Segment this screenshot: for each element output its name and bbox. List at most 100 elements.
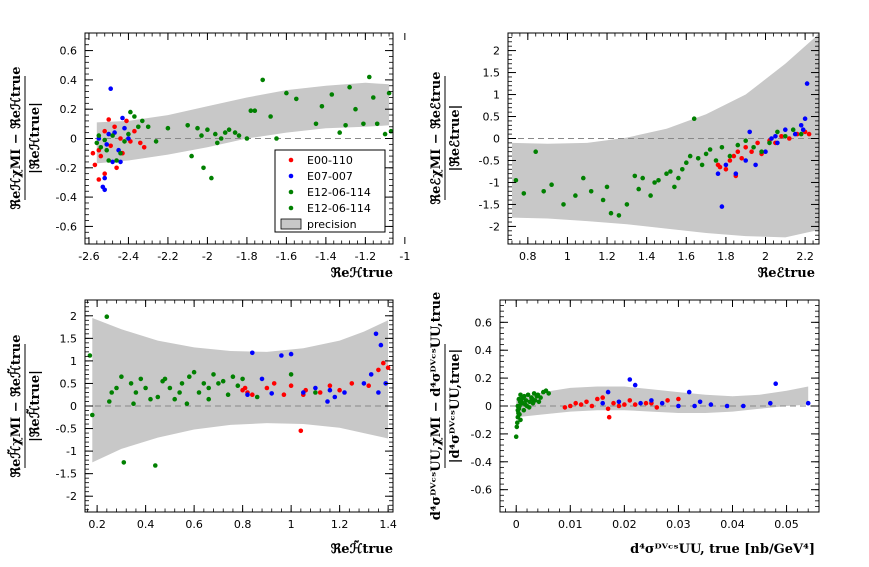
data-point (153, 463, 158, 468)
x-axis-label: d⁴σᴰⱽᶜˢUU, true [nb/GeV⁴] (630, 542, 815, 557)
data-point (110, 159, 115, 165)
precision-band (96, 82, 390, 164)
y-tick-label: 1 (70, 355, 77, 368)
data-point (751, 145, 756, 150)
data-point (741, 403, 746, 409)
data-point (102, 175, 107, 181)
data-point (707, 147, 713, 152)
data-point (250, 350, 255, 356)
x-tick-label: 0.01 (558, 518, 583, 531)
data-point (121, 460, 127, 465)
data-point (199, 133, 204, 138)
data-point (611, 400, 616, 406)
data-point (313, 385, 318, 391)
x-tick-label: -1 (399, 250, 410, 263)
data-point (684, 160, 689, 165)
y-tick-label: -0.4 (56, 191, 77, 204)
data-point (759, 149, 764, 154)
data-point (668, 169, 673, 174)
data-point (244, 136, 250, 141)
x-axis-label: ℜeℰtrue (758, 266, 815, 281)
data-point (102, 128, 107, 134)
data-point (739, 156, 744, 161)
data-point (353, 106, 358, 112)
data-point (773, 134, 778, 139)
data-point (271, 381, 277, 386)
panel-top-left: -2.6 -2.4 -2.2 -2 -1.8 -1.6 -1.4 -1.2 -1 -0.6 -0.4… (9, 32, 410, 281)
data-point (767, 140, 772, 146)
x-tick-label: 1.4 (638, 250, 656, 263)
x-tick-label: -1.8 (236, 250, 257, 263)
data-point (763, 149, 768, 154)
data-point (327, 383, 333, 389)
data-point (132, 128, 137, 134)
data-point (216, 381, 221, 386)
data-point (632, 402, 638, 407)
data-point (205, 127, 210, 132)
legend-box (274, 149, 386, 233)
data-point (723, 162, 729, 168)
data-point (136, 124, 141, 130)
x-tick-label: 2.2 (796, 250, 814, 263)
data-point (600, 197, 606, 203)
data-point (92, 162, 98, 168)
y-tick-label: -1 (489, 176, 500, 189)
data-point (606, 414, 612, 420)
y-tick-label: -0.2 (471, 428, 492, 441)
data-point (213, 131, 218, 137)
data-point (536, 399, 542, 405)
data-point (616, 399, 622, 405)
data-point (298, 428, 304, 434)
panel-top-right: 0.8 1 1.2 1.4 1.6 1.8 2 2.2 -2 -1.5 -1 -0.5 0 0.5 1 1.5… (429, 32, 820, 281)
data-point (162, 376, 168, 382)
data-point (313, 390, 318, 395)
data-point (259, 376, 265, 382)
y-tick-label: 0.4 (475, 344, 493, 357)
data-point (518, 417, 523, 423)
y-axis-label-denominator: |d⁴σᴰⱽᶜˢUU,true| (448, 349, 463, 464)
data-point (636, 186, 641, 192)
data-point (132, 114, 137, 119)
data-point (153, 139, 159, 144)
data-point (703, 151, 709, 157)
y-axis-label: ℜeℋ̃χMI − ℜeℋ̃true |ℜeℋ̃true| (7, 335, 43, 478)
data-point (382, 131, 388, 137)
data-point (632, 382, 638, 388)
data-point (332, 394, 338, 400)
data-point (526, 405, 532, 410)
legend-marker (288, 157, 294, 163)
y-tick-label: -1.5 (56, 468, 77, 481)
data-point (240, 376, 245, 382)
x-tick-label: 0.03 (666, 518, 691, 531)
data-point (640, 175, 645, 181)
data-point (616, 403, 622, 409)
data-point (185, 123, 190, 128)
data-point (114, 385, 119, 391)
data-point (525, 392, 531, 398)
legend-entry: precision (307, 218, 357, 231)
data-point (768, 400, 773, 406)
y-tick-label: -0.6 (471, 484, 492, 497)
data-point (119, 374, 124, 380)
legend: E00-110 E07-007 E12-06-114 E12-06-114 precis… (274, 149, 386, 233)
data-point (187, 374, 192, 380)
data-point (523, 402, 528, 407)
data-point (521, 191, 527, 196)
y-tick-label: 2 (493, 45, 500, 58)
data-point (319, 104, 325, 109)
data-point (126, 136, 131, 141)
x-tick-label: 1.8 (717, 250, 735, 263)
data-point (124, 118, 129, 124)
legend-entry: E12-06-114 (307, 186, 371, 199)
data-point (361, 381, 367, 386)
data-point (329, 92, 335, 97)
data-point (743, 158, 748, 163)
y-tick-label: -0.5 (479, 154, 500, 167)
data-point (288, 383, 294, 389)
data-point (109, 390, 114, 395)
y-tick-label: -0.5 (56, 423, 77, 436)
data-point (792, 131, 798, 137)
panel-bottom-right: 0 0.01 0.02 0.03 0.04 0.05 -0.6 -0.4 -0.2 0 0.2 0.4… (429, 292, 820, 557)
y-axis-label: d⁴σᴰⱽᶜˢUU,χMI − d⁴σᴰⱽᶜˢUU,true |d⁴σᴰⱽᶜˢUU… (429, 292, 463, 521)
data-point (128, 109, 133, 115)
